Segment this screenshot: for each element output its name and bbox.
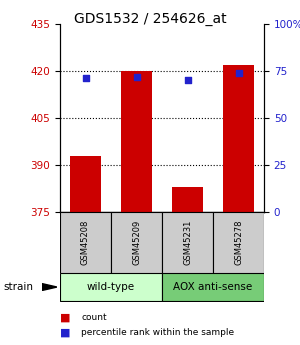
- Text: count: count: [81, 313, 106, 322]
- Bar: [111, 212, 162, 273]
- Polygon shape: [42, 284, 57, 290]
- Bar: [162, 212, 213, 273]
- Text: GSM45231: GSM45231: [183, 220, 192, 265]
- Text: ■: ■: [60, 328, 70, 338]
- Bar: [121, 71, 152, 212]
- Text: strain: strain: [3, 282, 33, 292]
- Bar: [172, 187, 203, 212]
- Text: GSM45208: GSM45208: [81, 220, 90, 265]
- Bar: [60, 212, 111, 273]
- Text: AOX anti-sense: AOX anti-sense: [173, 282, 253, 292]
- Text: percentile rank within the sample: percentile rank within the sample: [81, 328, 234, 337]
- Text: wild-type: wild-type: [87, 282, 135, 292]
- Bar: [70, 156, 101, 212]
- Bar: [213, 212, 264, 273]
- Text: ■: ■: [60, 313, 70, 322]
- Bar: [162, 273, 264, 301]
- Bar: [60, 273, 162, 301]
- Bar: [223, 65, 254, 212]
- Text: GDS1532 / 254626_at: GDS1532 / 254626_at: [74, 12, 226, 26]
- Text: GSM45278: GSM45278: [234, 220, 243, 265]
- Point: [236, 70, 241, 76]
- Point: [83, 75, 88, 80]
- Point: [185, 77, 190, 82]
- Point: [134, 74, 139, 80]
- Text: GSM45209: GSM45209: [132, 220, 141, 265]
